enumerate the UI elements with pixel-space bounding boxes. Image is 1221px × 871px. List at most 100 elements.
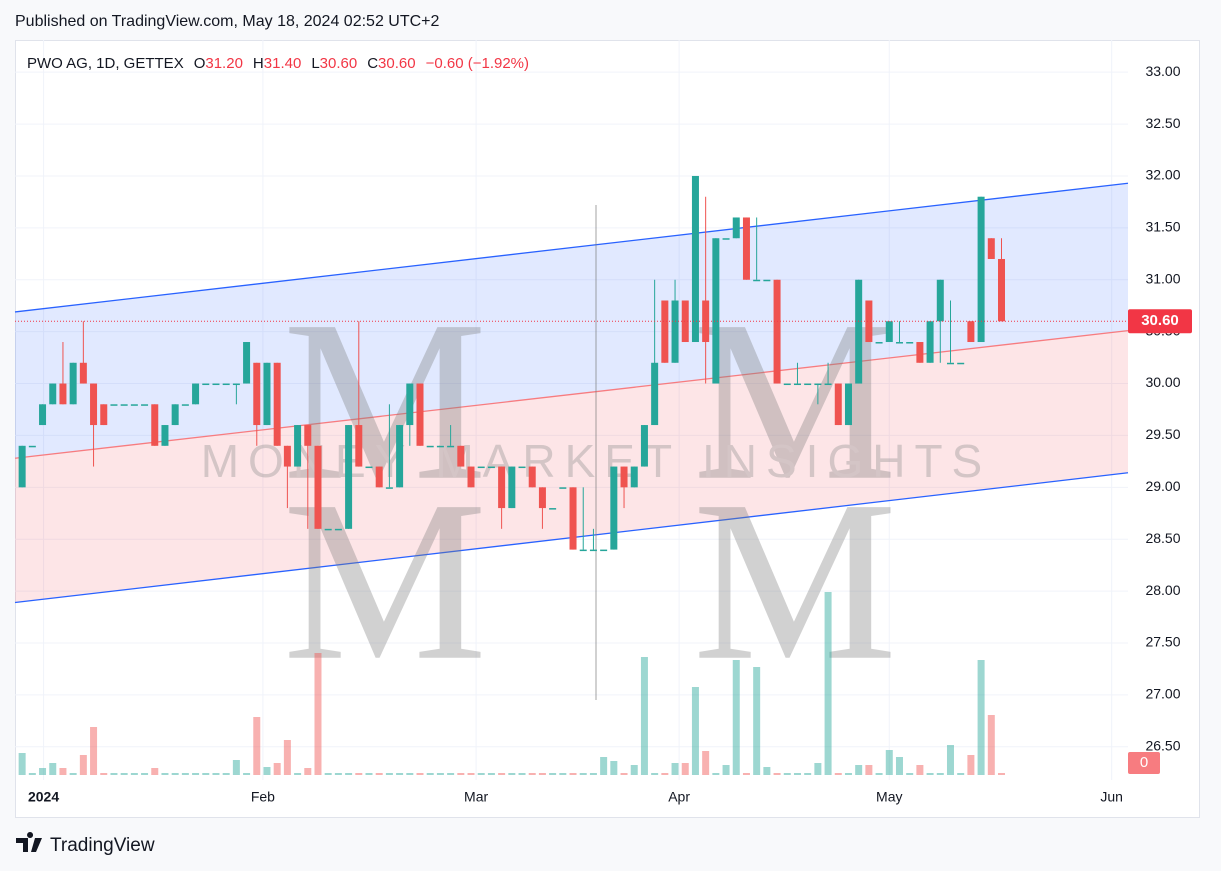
volume-bar: [396, 773, 404, 775]
volume-bar: [997, 773, 1005, 775]
volume-bar: [110, 773, 118, 775]
published-note: Published on TradingView.com, May 18, 20…: [15, 13, 440, 30]
candle-body: [212, 383, 220, 386]
volume-bar: [702, 751, 710, 775]
open-label: O: [194, 55, 206, 72]
candle-body: [957, 362, 965, 365]
candle-body: [232, 383, 240, 386]
candle-body: [732, 217, 740, 239]
last-price-label: 30.60: [1141, 312, 1179, 329]
volume-bar: [559, 773, 567, 775]
candle-body: [610, 466, 618, 550]
candle-body: [569, 487, 577, 550]
candle-body: [691, 175, 699, 343]
volume-bar: [936, 773, 944, 775]
volume-bar: [39, 768, 47, 775]
volume-bar: [426, 773, 434, 775]
y-tick-label: 31.50: [1145, 219, 1180, 235]
volume-bar: [365, 773, 373, 775]
volume-bar: [161, 773, 169, 775]
y-tick-label: 30.00: [1145, 374, 1180, 390]
volume-bar: [222, 773, 230, 775]
volume-bar: [69, 773, 77, 775]
volume-bar: [508, 773, 516, 775]
candle-body: [151, 404, 159, 446]
volume-bar: [467, 773, 475, 775]
candle-body: [273, 362, 281, 446]
volume-bar: [865, 765, 873, 775]
candle-body: [406, 383, 414, 426]
candle-body: [304, 425, 312, 446]
volume-bar: [834, 773, 842, 775]
candle-body: [171, 404, 179, 426]
candle-body: [222, 383, 230, 386]
channel-line: [14, 329, 1129, 459]
candle-body: [477, 466, 485, 469]
watermark-logo: M: [693, 273, 898, 528]
candle-body: [110, 404, 118, 406]
volume-bar: [263, 767, 271, 775]
volume-bar: [324, 773, 332, 775]
candle-body: [640, 425, 648, 467]
candle-body: [69, 362, 77, 405]
chart-frame: [15, 40, 1200, 818]
candle-body: [263, 362, 271, 426]
candle-body: [977, 196, 985, 343]
candle-body: [630, 466, 638, 488]
volume-bar: [181, 773, 189, 775]
volume-bar: [498, 773, 506, 775]
candle-body: [59, 383, 67, 405]
volume-bar: [202, 773, 210, 775]
volume-bar: [681, 763, 689, 775]
y-tick-label: 26.50: [1145, 737, 1180, 753]
candle-body: [804, 383, 812, 386]
watermark-logo: M: [693, 453, 898, 708]
candle-body: [967, 321, 975, 343]
candle-body: [549, 508, 557, 510]
candle-body: [355, 425, 363, 467]
candle-body: [875, 342, 883, 344]
volume-bar: [294, 773, 302, 775]
volume-bar: [855, 765, 863, 775]
candle-body: [885, 321, 893, 343]
volume-bar: [987, 715, 995, 775]
volume-bar: [528, 773, 536, 775]
volume-bar: [783, 773, 791, 775]
candle-body: [385, 487, 393, 489]
candle-body: [834, 383, 842, 426]
volume-bar: [640, 657, 648, 775]
candle-body: [681, 300, 689, 343]
volume-bar: [651, 773, 659, 775]
close-label: C: [367, 55, 378, 72]
candle-body: [712, 238, 720, 384]
y-tick-label: 28.50: [1145, 530, 1180, 546]
candle-body: [763, 279, 771, 282]
candle-body: [783, 383, 791, 386]
candle-body: [28, 445, 36, 448]
volume-bar: [416, 773, 424, 775]
candle-body: [987, 238, 995, 259]
volume-bar: [549, 773, 557, 775]
y-tick-label: 27.00: [1145, 686, 1180, 702]
y-tick-label: 33.00: [1145, 63, 1180, 79]
candle-body: [793, 383, 801, 386]
logo-mark: [16, 832, 42, 852]
candle-body: [538, 487, 546, 509]
y-tick-label: 32.50: [1145, 115, 1180, 131]
volume-bar: [273, 763, 281, 775]
candle-body: [997, 258, 1005, 322]
volume-bar: [875, 773, 883, 775]
watermark-logo: M: [283, 453, 488, 708]
candle-body: [855, 279, 863, 384]
candle-body: [508, 466, 516, 509]
volume-bar: [885, 750, 893, 775]
candle-body: [39, 404, 47, 426]
volume-bar: [926, 773, 934, 775]
volume-bar: [100, 773, 108, 775]
x-tick-label: Feb: [251, 789, 275, 805]
candle-body: [436, 445, 444, 448]
volume-bar: [59, 768, 67, 775]
candle-body: [946, 362, 954, 365]
